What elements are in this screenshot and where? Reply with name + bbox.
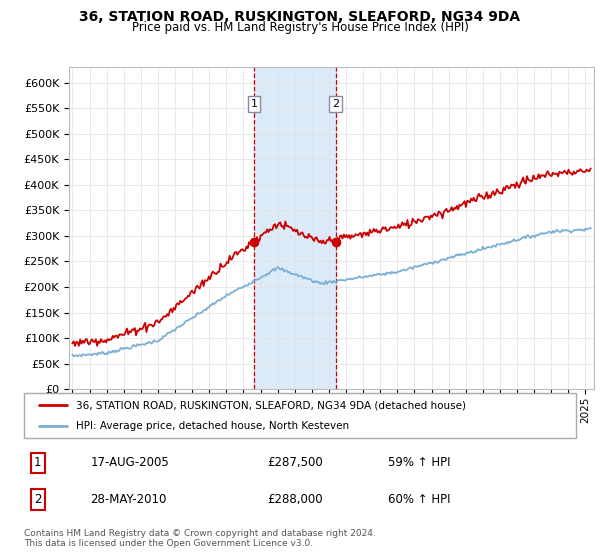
Text: 59% ↑ HPI: 59% ↑ HPI bbox=[388, 456, 451, 469]
Text: HPI: Average price, detached house, North Kesteven: HPI: Average price, detached house, Nort… bbox=[76, 421, 350, 431]
Text: 17-AUG-2005: 17-AUG-2005 bbox=[90, 456, 169, 469]
Text: 36, STATION ROAD, RUSKINGTON, SLEAFORD, NG34 9DA (detached house): 36, STATION ROAD, RUSKINGTON, SLEAFORD, … bbox=[76, 400, 466, 410]
Text: 1: 1 bbox=[251, 99, 257, 109]
Text: £287,500: £287,500 bbox=[267, 456, 323, 469]
Text: £288,000: £288,000 bbox=[267, 493, 323, 506]
Text: 36, STATION ROAD, RUSKINGTON, SLEAFORD, NG34 9DA: 36, STATION ROAD, RUSKINGTON, SLEAFORD, … bbox=[79, 10, 521, 24]
Text: 1: 1 bbox=[34, 456, 41, 469]
Text: Price paid vs. HM Land Registry's House Price Index (HPI): Price paid vs. HM Land Registry's House … bbox=[131, 21, 469, 34]
FancyBboxPatch shape bbox=[24, 393, 576, 438]
Text: 28-MAY-2010: 28-MAY-2010 bbox=[90, 493, 167, 506]
Bar bbox=[254, 67, 335, 389]
Text: Contains HM Land Registry data © Crown copyright and database right 2024.
This d: Contains HM Land Registry data © Crown c… bbox=[24, 529, 376, 548]
Text: 2: 2 bbox=[34, 493, 41, 506]
Text: 2: 2 bbox=[332, 99, 339, 109]
Text: 60% ↑ HPI: 60% ↑ HPI bbox=[388, 493, 451, 506]
